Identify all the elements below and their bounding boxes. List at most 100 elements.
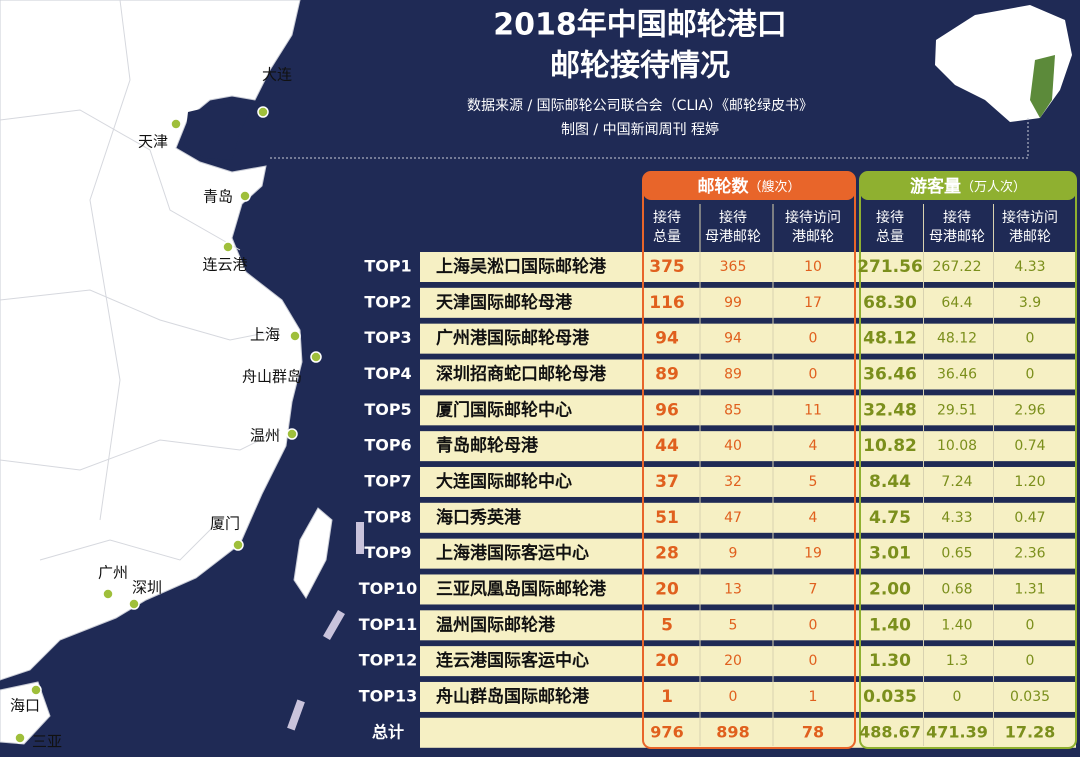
city-label: 温州 <box>250 427 280 445</box>
table-cell: 4.75 <box>869 508 911 528</box>
table-cell: 1.31 <box>1014 581 1045 597</box>
city-label: 舟山群岛 <box>242 368 302 386</box>
row-background <box>420 359 1076 390</box>
row-background <box>420 431 1076 462</box>
row-background <box>420 395 1076 426</box>
table-cell: 7 <box>809 581 818 597</box>
credit: 制图 / 中国新闻周刊 程婷 <box>561 122 719 138</box>
port-name: 舟山群岛国际邮轮港 <box>436 686 590 707</box>
row-background <box>420 252 1076 282</box>
table-cell: 1.20 <box>1014 474 1045 490</box>
row-background <box>420 538 1076 569</box>
table-cell: 48.12 <box>937 331 977 347</box>
total-cell: 471.39 <box>926 722 988 741</box>
table-cell: 365 <box>720 259 747 275</box>
city-dot <box>102 588 114 600</box>
group-header-bg <box>643 172 855 200</box>
city-label: 天津 <box>138 133 168 151</box>
table-cell: 0 <box>1026 617 1035 633</box>
inset-coast <box>1030 55 1055 118</box>
group-title-main: 邮轮数 <box>697 176 749 197</box>
column-header: 港邮轮 <box>792 229 834 245</box>
table-cell: 2.96 <box>1014 402 1045 418</box>
group-header-bg <box>860 172 1076 200</box>
group-title: 游客量（万人次） <box>910 176 1026 197</box>
table-cell: 36.46 <box>863 364 917 384</box>
table-cell: 32 <box>724 474 742 490</box>
rank-label: TOP6 <box>364 436 411 455</box>
city-dot <box>222 241 234 253</box>
table-cell: 0 <box>1026 653 1035 669</box>
total-label: 总计 <box>372 722 404 741</box>
table-cell: 9 <box>729 546 738 562</box>
column-header: 接待 <box>943 209 971 226</box>
table-cell: 0 <box>1026 331 1035 347</box>
table-cell: 0.74 <box>1014 438 1045 454</box>
table-cell: 10.08 <box>937 438 977 454</box>
row-background <box>420 466 1076 497</box>
header: 2018年中国邮轮港口 邮轮接待情况 数据来源 / 国际邮轮公司联合会（CLIA… <box>467 8 813 139</box>
border <box>89 0 131 521</box>
group-title-unit: （艘次） <box>748 179 800 195</box>
row-background <box>420 646 1076 677</box>
table-cell: 20 <box>724 653 742 669</box>
table-cell: 10 <box>804 259 822 275</box>
province-borders <box>0 0 281 561</box>
table-cell: 68.30 <box>863 293 917 313</box>
port-name: 三亚凤凰岛国际邮轮港 <box>436 578 607 599</box>
column-header: 总量 <box>653 229 681 245</box>
row-background <box>420 502 1076 533</box>
city-dot <box>128 598 140 610</box>
table-cell: 36.46 <box>937 366 977 382</box>
table-cell: 1 <box>809 689 818 705</box>
table-cell: 1.3 <box>946 653 968 669</box>
city-label: 深圳 <box>132 579 162 597</box>
table-cell: 94 <box>655 329 679 349</box>
city-label: 三亚 <box>32 733 62 751</box>
total-cell: 898 <box>716 722 749 741</box>
table-cell: 4.33 <box>941 510 972 526</box>
table-cell: 20 <box>655 651 679 671</box>
table-cell: 51 <box>655 508 679 528</box>
row-background <box>420 610 1076 641</box>
port-name: 天津国际邮轮母港 <box>436 292 573 313</box>
table-cell: 0 <box>809 366 818 382</box>
rank-label: TOP5 <box>364 400 411 419</box>
table-cell: 1 <box>661 687 673 707</box>
table-cell: 0 <box>809 617 818 633</box>
city-dot <box>239 190 251 202</box>
column-header: 港邮轮 <box>1009 229 1051 245</box>
column-header: 接待访问 <box>1002 209 1058 226</box>
city-dot <box>286 428 298 440</box>
table-cell: 99 <box>724 295 742 311</box>
city-dot <box>289 330 301 342</box>
row-background <box>420 287 1076 318</box>
column-header: 接待 <box>876 209 904 226</box>
island-marker <box>323 610 345 640</box>
city-label: 广州 <box>98 564 128 582</box>
row-background <box>420 323 1076 354</box>
bohai-sea <box>184 102 250 160</box>
rank-label: TOP12 <box>359 651 418 670</box>
table-cell: 1.30 <box>869 651 911 671</box>
table-cell: 11 <box>804 402 822 418</box>
table-cell: 271.56 <box>857 257 923 277</box>
table-cell: 0 <box>809 653 818 669</box>
table-cell: 89 <box>724 366 742 382</box>
rank-label: TOP1 <box>364 257 411 276</box>
table-cell: 116 <box>649 293 685 313</box>
border <box>0 289 281 341</box>
table-cell: 2.00 <box>869 579 911 599</box>
table-cell: 5 <box>809 474 818 490</box>
source: 数据来源 / 国际邮轮公司联合会（CLIA）《邮轮绿皮书》 <box>467 98 813 114</box>
title-line: 2018年中国邮轮港口 <box>493 8 787 43</box>
border <box>0 429 281 471</box>
hainan <box>0 681 51 745</box>
port-name: 连云港国际客运中心 <box>436 650 589 671</box>
rank-label: TOP10 <box>359 579 418 598</box>
table-cell: 0.68 <box>941 581 972 597</box>
table-cell: 48.12 <box>863 329 917 349</box>
group-title: 邮轮数（艘次） <box>697 176 800 197</box>
taiwan <box>293 507 333 599</box>
